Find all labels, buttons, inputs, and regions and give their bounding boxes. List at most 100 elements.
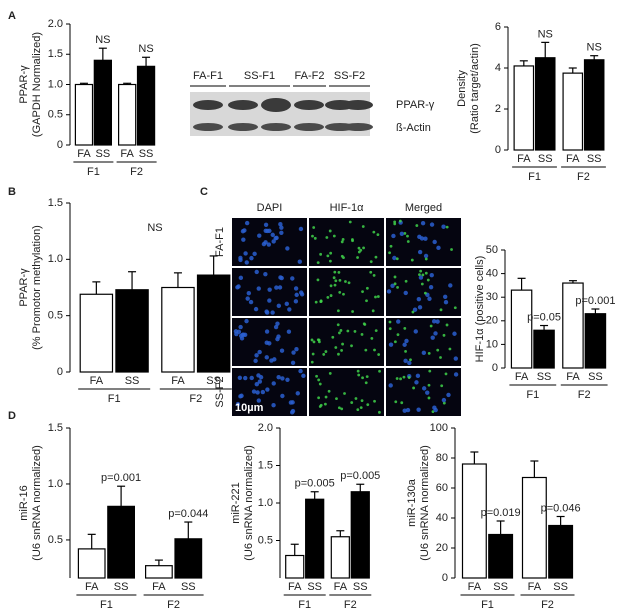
bar [305,498,325,579]
cell-dot [341,238,345,241]
cell-dot [285,246,290,251]
cell-dot [432,239,437,245]
y-tick-label: 2 [495,103,501,115]
row-label: SS-F2 [214,376,226,407]
cell-dot [359,406,363,410]
cell-dot [337,270,341,274]
cell-dot [431,319,437,324]
cell-dot [270,232,275,238]
cell-dot [427,396,431,400]
x-tick-label: FA [515,371,529,383]
cell-dot [256,286,261,291]
cell-dot [337,406,341,410]
cell-dot [243,251,248,256]
y-tick-label: 40 [436,512,448,524]
y-axis-label: (GAPDH Normalized) [31,32,43,137]
cell-dot [236,329,242,334]
cell-dot [351,239,354,243]
cell-dot [396,333,400,337]
cell-dot [365,375,369,379]
y-tick-label: 100 [430,422,448,434]
cell-dot [395,377,399,380]
bar-label: NS [138,43,153,55]
cell-dot [453,356,459,361]
x-tick-label: SS [587,153,602,165]
group-label: F1 [100,599,113,611]
y-tick-label: 0 [492,362,498,374]
cell-dot [418,273,421,277]
y-axis-label: PPAR-γ [18,268,30,307]
cell-dot [275,336,280,342]
cell-dot [423,253,429,259]
cell-dot [436,348,440,352]
error-bar [184,521,193,539]
cell-dot [393,275,397,279]
x-tick-label: SS [553,581,568,593]
cell-dot [388,327,392,331]
cell-dot [365,299,368,303]
cell-dot [441,224,446,229]
cell-dot [404,349,407,353]
cell-dot [421,350,427,356]
cell-dot [389,244,393,248]
micrograph-cell [386,218,461,266]
cell-dot [319,299,323,303]
bar [510,289,533,369]
cell-dot [354,397,358,400]
cell-dot [424,257,428,261]
cell-dot [371,309,375,313]
cell-dot [386,289,392,294]
cell-dot [253,306,259,312]
blot-band [228,100,258,110]
x-tick-label: FA [120,148,134,160]
y-tick-label: 1.5 [258,459,273,471]
x-tick-label: SS [96,148,111,160]
x-tick-label: SS [538,153,553,165]
cell-dot [335,397,338,401]
x-tick-label: SS [588,371,603,383]
y-tick-label: 50 [486,244,498,256]
group-label: F1 [528,171,541,183]
cell-dot [391,233,396,239]
x-tick-label: SS [353,581,368,593]
bar [196,274,231,373]
cell-dot [286,329,292,334]
cell-dot [299,290,304,295]
cell-dot [338,278,342,282]
cell-dot [393,220,397,224]
cell-dot [413,329,418,334]
y-axis-label: (U6 snRNA normalized) [419,445,431,561]
cell-dot [359,248,363,252]
cell-dot [429,272,434,278]
cell-dot [374,255,378,259]
group-label: F1 [298,599,311,611]
x-tick-label: FA [566,153,580,165]
cell-dot [414,380,419,385]
cell-dot [372,230,376,234]
error-bar [128,271,137,290]
cell-dot [453,306,457,310]
cell-dot [270,310,275,315]
cell-dot [402,408,407,413]
cell-dot [362,246,365,250]
micrograph-cell [386,368,461,416]
panel-label: D [8,410,16,422]
cell-dot [378,369,381,373]
cell-dot [276,374,281,380]
cell-dot [357,246,361,250]
cell-dot [350,344,353,348]
cell-dot [271,403,276,408]
x-tick-label: FA [334,581,348,593]
cell-dot [267,287,272,292]
cell-dot [338,291,342,294]
cell-dot [402,375,406,379]
cell-dot [417,305,423,310]
bar-label: p=0.001 [101,472,141,484]
y-tick-label: 6 [495,21,501,33]
cell-dot [369,260,373,264]
cell-dot [420,220,426,226]
cell-dot [249,375,254,381]
cell-dot [333,283,337,287]
y-tick-label: 1.0 [48,253,63,265]
